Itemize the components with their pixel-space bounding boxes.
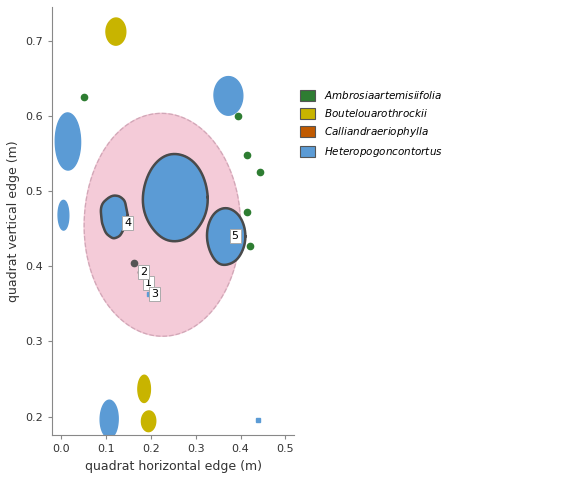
Y-axis label: quadrat vertical edge (m): quadrat vertical edge (m): [7, 140, 20, 302]
Text: 2: 2: [140, 266, 147, 276]
Text: 1: 1: [145, 278, 152, 288]
Polygon shape: [55, 113, 81, 170]
Polygon shape: [84, 113, 241, 336]
Polygon shape: [143, 154, 208, 241]
X-axis label: quadrat horizontal edge (m): quadrat horizontal edge (m): [85, 460, 262, 473]
Polygon shape: [106, 18, 126, 45]
Text: 4: 4: [124, 218, 131, 228]
Polygon shape: [101, 195, 128, 238]
Text: 5: 5: [232, 231, 238, 241]
Polygon shape: [207, 208, 245, 265]
Polygon shape: [138, 375, 150, 402]
Legend: $\it{Ambrosia artemisiifolia}$, $\it{Bouteloua rothrockii}$, $\it{Calliandra eri: $\it{Ambrosia artemisiifolia}$, $\it{Bou…: [300, 89, 442, 159]
Polygon shape: [214, 77, 243, 115]
Polygon shape: [142, 411, 156, 432]
Text: 3: 3: [151, 289, 158, 299]
Polygon shape: [100, 400, 118, 438]
Polygon shape: [58, 200, 69, 230]
